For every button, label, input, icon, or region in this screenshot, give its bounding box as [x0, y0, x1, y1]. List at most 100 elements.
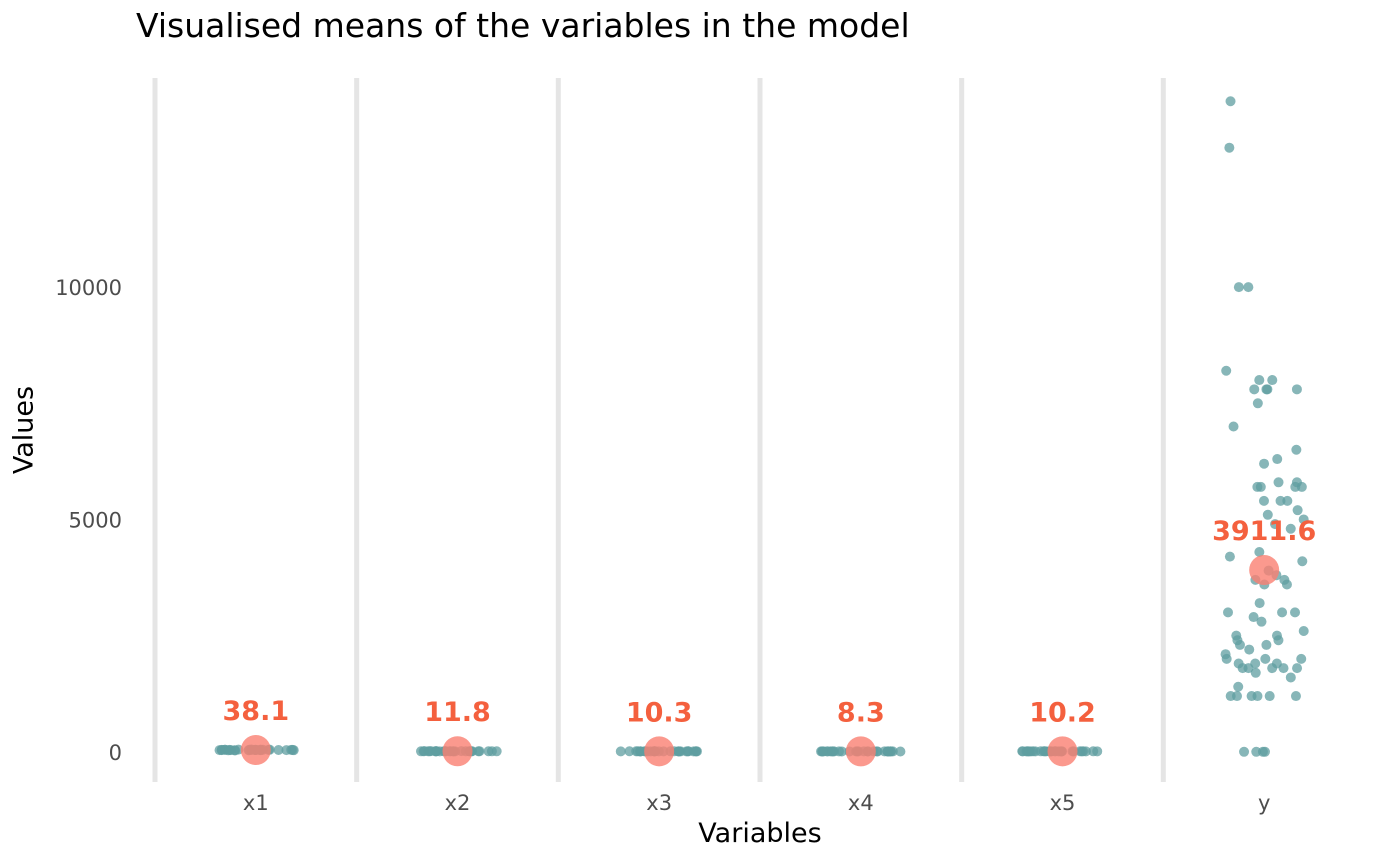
data-point	[1224, 142, 1235, 153]
data-point	[430, 746, 441, 757]
data-point	[287, 744, 298, 755]
data-point	[1248, 612, 1259, 623]
data-point	[1249, 384, 1260, 395]
data-point	[635, 746, 646, 757]
data-point	[1297, 556, 1308, 567]
data-point	[1221, 365, 1232, 376]
data-point	[690, 746, 701, 757]
data-point	[1259, 458, 1270, 469]
data-point	[1231, 691, 1242, 702]
data-point	[1262, 509, 1273, 520]
x-tick-label: x1	[243, 791, 269, 815]
data-point	[273, 744, 284, 755]
data-point	[817, 746, 828, 757]
data-point	[1272, 454, 1283, 465]
chart-title: Visualised means of the variables in the…	[136, 6, 910, 45]
data-point	[1273, 477, 1284, 488]
data-point	[1225, 96, 1236, 107]
y-tick-label: 0	[109, 741, 122, 765]
data-point	[1254, 546, 1265, 557]
mean-label: 10.3	[626, 697, 693, 728]
data-point	[1290, 607, 1301, 618]
y-axis-label: Values	[8, 385, 40, 475]
y-tick-label: 10000	[55, 276, 122, 300]
data-point	[1290, 691, 1301, 702]
data-point	[883, 746, 894, 757]
data-point	[1277, 607, 1288, 618]
data-point	[1254, 598, 1265, 609]
x-tick-label: x3	[646, 791, 672, 815]
mean-point	[845, 736, 876, 767]
data-point	[1221, 653, 1232, 664]
data-point	[1290, 481, 1301, 492]
data-point	[827, 746, 838, 757]
data-point	[1261, 384, 1272, 395]
x-tick-label: y	[1258, 791, 1270, 815]
data-point	[483, 746, 494, 757]
data-point	[1088, 746, 1099, 757]
data-point	[1285, 672, 1296, 683]
data-point	[1258, 495, 1269, 506]
x-tick-label: x5	[1050, 791, 1076, 815]
data-point	[1252, 691, 1263, 702]
data-point	[1267, 375, 1278, 386]
x-tick-label: x2	[445, 791, 471, 815]
mean-label: 38.1	[223, 696, 290, 727]
data-point	[1291, 384, 1302, 395]
y-tick-label: 5000	[69, 508, 122, 532]
data-point	[1298, 514, 1309, 525]
data-point	[1296, 653, 1307, 664]
data-point	[1285, 523, 1296, 534]
data-point	[1251, 746, 1262, 757]
mean-label: 10.2	[1029, 697, 1096, 728]
mean-label: 11.8	[424, 697, 491, 728]
data-point	[673, 746, 684, 757]
data-point	[1256, 616, 1267, 627]
data-point	[225, 745, 236, 756]
data-point	[1267, 663, 1278, 674]
data-point	[1252, 398, 1263, 409]
mean-point	[644, 736, 675, 767]
data-point	[895, 746, 906, 757]
data-point	[1261, 639, 1272, 650]
data-point	[1244, 644, 1255, 655]
data-point	[1292, 505, 1303, 516]
data-point	[1223, 607, 1234, 618]
data-point	[615, 746, 626, 757]
data-point	[1254, 375, 1265, 386]
mean-label: 3911.6	[1212, 516, 1316, 547]
data-point	[1270, 519, 1281, 530]
mean-label: 8.3	[837, 697, 885, 728]
data-point	[1281, 579, 1292, 590]
data-point	[1260, 653, 1271, 664]
data-point	[1292, 663, 1303, 674]
data-point	[1259, 746, 1270, 757]
data-point	[1023, 746, 1034, 757]
data-point	[1224, 551, 1235, 562]
data-point	[683, 746, 694, 757]
data-point	[1291, 444, 1302, 455]
data-point	[1273, 635, 1284, 646]
mean-point	[442, 736, 473, 767]
x-tick-label: x4	[848, 791, 874, 815]
x-axis-label: Variables	[698, 818, 822, 849]
data-point	[416, 746, 427, 757]
data-point	[1250, 667, 1261, 678]
data-point	[1239, 746, 1250, 757]
mean-point	[1047, 736, 1078, 767]
data-point	[1228, 421, 1239, 432]
data-point	[1252, 481, 1263, 492]
mean-point	[1249, 555, 1280, 586]
mean-point	[240, 735, 271, 766]
data-point	[1234, 639, 1245, 650]
data-point	[1282, 495, 1293, 506]
data-point	[1298, 625, 1309, 636]
data-point	[1264, 691, 1275, 702]
data-point	[1233, 282, 1244, 293]
data-point	[1243, 282, 1254, 293]
data-point	[1233, 681, 1244, 692]
data-point	[1243, 663, 1254, 674]
data-point	[1278, 663, 1289, 674]
data-point	[1038, 746, 1049, 757]
